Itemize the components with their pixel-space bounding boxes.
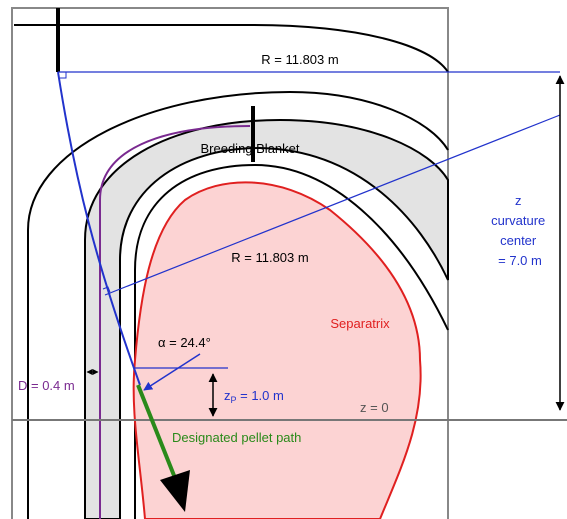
radius-line	[104, 114, 561, 296]
right-angle	[102, 286, 111, 293]
radius-label: R = 11.803 m	[231, 250, 308, 265]
pellet-path	[136, 384, 177, 479]
distance-label: D = 0.4 m	[18, 378, 75, 393]
separatrix-label: Separatrix	[330, 316, 390, 331]
purple-line	[99, 125, 251, 519]
alpha-label: α = 24.4°	[158, 335, 211, 350]
blanket	[84, 118, 449, 519]
pellet-arrowhead	[160, 470, 190, 512]
alpha-arrow	[143, 353, 201, 391]
blanket-label: Breeding Blanket	[200, 141, 299, 156]
curved-path	[57, 71, 141, 386]
radius-label: R = 11.803 m	[261, 52, 338, 67]
zp-label: zP = 1.0 m	[224, 388, 284, 405]
pellet-label: Designated pellet path	[172, 430, 301, 445]
z-zero-label: z = 0	[360, 400, 389, 415]
wall-mid	[27, 90, 449, 519]
curvature-label: z curvature center = 7.0 m	[491, 193, 549, 268]
right-angle	[60, 72, 67, 79]
wall-outer	[14, 24, 449, 73]
separatrix	[132, 181, 422, 519]
wall-inner	[134, 163, 449, 519]
